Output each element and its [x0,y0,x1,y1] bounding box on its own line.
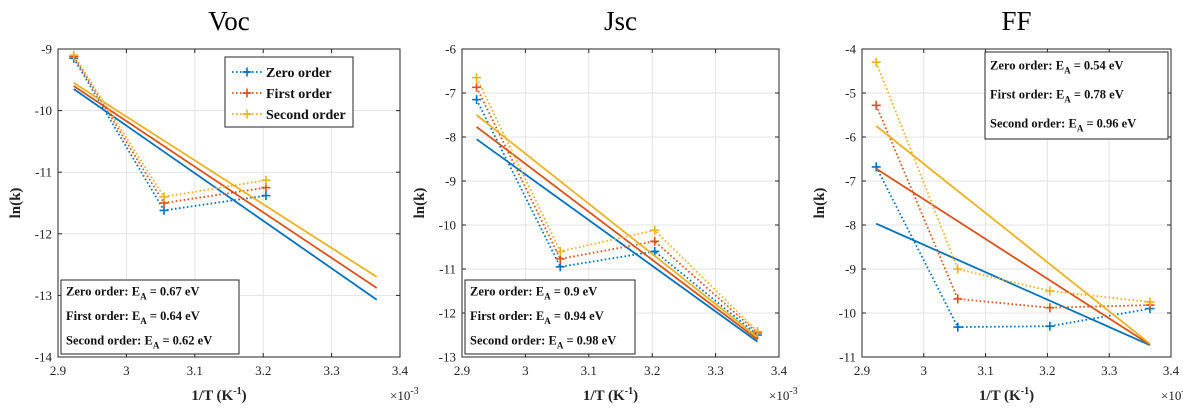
x-tick-label: 2.9 [454,363,470,378]
x-axis-label-close: ) [633,388,638,404]
y-tick-label: -6 [445,42,456,57]
ea-prefix: First order: E [66,309,140,323]
x-tick-label: 3.2 [1039,363,1055,378]
x-tick-label: 3.1 [977,363,993,378]
y-tick-label: -8 [445,130,456,145]
legend-label: Zero order [266,66,331,81]
y-tick-label: -7 [445,86,456,101]
x-tick-label: 3.4 [392,363,409,378]
ea-prefix: First order: E [470,309,544,323]
y-axis-label: ln(k) [8,188,24,219]
x-axis-label-text: 1/T (K [979,388,1021,404]
x-axis-label: 1/T (K-1) [979,386,1034,404]
y-tick-label: -13 [35,288,52,303]
x-exponent-label: ×10-3 [390,386,419,403]
x-axis-label-close: ) [1029,388,1034,404]
ea-prefix: Second order: E [990,117,1077,131]
y-tick-label: -10 [439,218,456,233]
x-tick-label: 3 [123,363,130,378]
y-tick-label: -12 [439,306,456,321]
x-exponent-base: ×10 [1161,388,1181,403]
y-tick-label: -11 [439,262,456,277]
y-tick-label: -8 [845,218,856,233]
x-tick-label: 3.2 [644,363,660,378]
chart-1: 2.9 3 3.1 3.2 3.3 3.4 -14 -13 -12 -11 -10 -9 Voc 1/T … [8,6,419,404]
x-tick-label: 2.9 [50,363,66,378]
y-tick-label: -11 [839,350,856,365]
y-tick-label: -5 [845,86,856,101]
legend-label: First order [266,87,332,102]
ea-value: = 0.96 eV [1083,117,1136,131]
x-axis-label-text: 1/T (K [583,388,625,404]
ea-prefix: Zero order: E [66,284,140,298]
x-exponent-label: ×10-3 [1161,386,1183,403]
ea-value: = 0.64 eV [147,309,200,323]
ea-value: = 0.94 eV [551,309,604,323]
x-exponent-label: ×10-3 [769,386,798,403]
x-exponent-base: ×10 [769,388,789,403]
ea-value: = 0.98 eV [563,334,616,348]
chart-2: 2.9 3 3.1 3.2 3.3 3.4 -13 -12 -11 -10 -9 -8 -7 -6 Jsc 1… [412,6,798,404]
x-tick-label: 3.3 [707,363,723,378]
ea-prefix: First order: E [990,88,1064,102]
legend-label: Second order [266,108,346,123]
ea-value: = 0.9 eV [551,284,598,298]
ea-prefix: Second order: E [66,334,153,348]
y-tick-label: -9 [445,174,456,189]
y-axis-label: ln(k) [412,188,428,219]
chart-title: Voc [208,6,250,36]
x-tick-label: 2.9 [854,363,870,378]
ea-prefix: Zero order: E [470,284,544,298]
chart-3: 2.9 3 3.1 3.2 3.3 3.4 -11 -10 -9 -8 -7 -6 -5 -4 FF 1/T … [812,6,1183,404]
ea-prefix: Second order: E [470,334,557,348]
x-tick-label: 3.2 [255,363,271,378]
ea-value: = 0.67 eV [147,284,200,298]
chart-title: Jsc [604,6,637,36]
x-tick-label: 3.1 [581,363,597,378]
x-axis-label-text: 1/T (K [191,388,233,404]
x-tick-label: 3.3 [1101,363,1117,378]
y-tick-label: -6 [845,130,856,145]
x-tick-label: 3 [921,363,928,378]
x-axis-label: 1/T (K-1) [583,386,638,404]
legend: Zero order First order Second order [225,57,353,127]
y-tick-label: -13 [439,350,456,365]
ea-prefix: Zero order: E [990,59,1064,73]
x-axis-label-sup: -1 [1021,386,1029,397]
x-exponent-sup: -3 [410,386,418,397]
ea-value: = 0.62 eV [159,334,212,348]
chart-title: FF [1001,6,1031,36]
y-tick-label: -10 [839,306,856,321]
ea-value: = 0.54 eV [1071,59,1124,73]
x-axis-label-close: ) [242,388,247,404]
y-tick-label: -9 [845,262,856,277]
y-tick-label: -14 [35,350,53,365]
x-axis-label: 1/T (K-1) [191,386,246,404]
y-tick-label: -10 [35,103,52,118]
x-exponent-sup: -3 [789,386,797,397]
y-tick-label: -4 [845,42,856,57]
y-axis-label: ln(k) [812,188,828,219]
y-tick-label: -9 [41,42,52,57]
y-tick-label: -7 [845,174,856,189]
x-tick-label: 3.4 [771,363,788,378]
x-tick-label: 3.1 [187,363,203,378]
ea-value: = 0.78 eV [1071,88,1124,102]
x-tick-label: 3.3 [323,363,339,378]
y-tick-label: -12 [35,226,52,241]
x-exponent-base: ×10 [390,388,410,403]
y-tick-label: -11 [35,165,52,180]
x-axis-label-sup: -1 [625,386,633,397]
x-tick-label: 3 [522,363,529,378]
x-axis-label-sup: -1 [233,386,241,397]
x-tick-label: 3.4 [1163,363,1180,378]
